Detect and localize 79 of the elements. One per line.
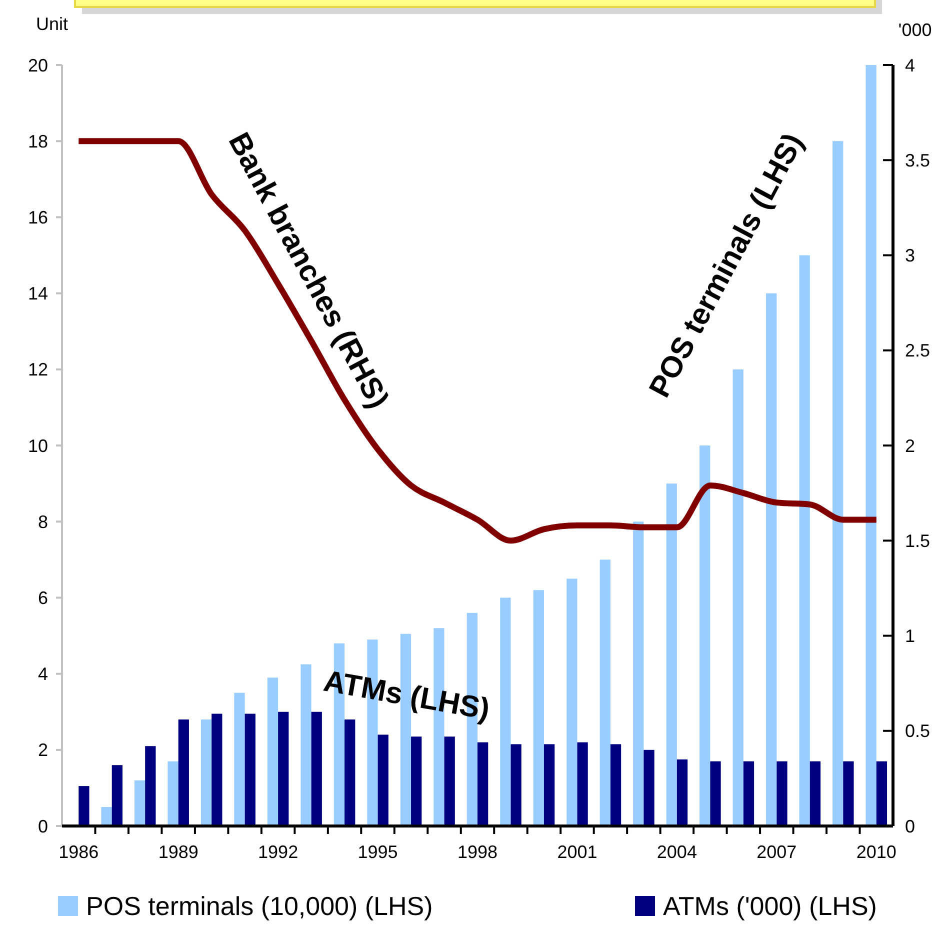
y-tick-label: 6 <box>38 588 48 608</box>
x-tick-label: 1992 <box>258 842 298 862</box>
y-axis-title: Unit <box>36 14 68 34</box>
bar <box>633 522 644 826</box>
bar <box>566 578 578 826</box>
bar <box>876 761 888 826</box>
bar <box>799 255 810 826</box>
bar <box>832 141 844 826</box>
y-tick-label: 14 <box>28 284 48 304</box>
bar <box>200 719 212 826</box>
bar <box>300 664 312 826</box>
bar <box>344 719 356 826</box>
bar <box>145 746 156 826</box>
bar <box>134 780 146 826</box>
bar <box>866 65 876 826</box>
bar <box>378 734 388 826</box>
bar <box>411 736 422 826</box>
bar <box>666 484 677 826</box>
bar <box>610 744 622 826</box>
bar <box>644 750 654 826</box>
x-tick-label: 1989 <box>158 842 198 862</box>
x-tick-label: 2010 <box>856 842 896 862</box>
bar <box>710 761 721 826</box>
y-tick-label: 18 <box>28 131 48 152</box>
bar <box>444 736 455 826</box>
bar <box>843 761 854 826</box>
y2-tick-label: 0.5 <box>905 721 930 742</box>
y2-tick-label: 1 <box>905 626 916 646</box>
bar <box>234 692 245 826</box>
y-tick-label: 10 <box>28 436 48 456</box>
y2-axis-title: '000 <box>898 20 932 40</box>
y2-tick-label: 2.5 <box>905 340 930 361</box>
bar <box>278 712 289 826</box>
x-tick-label: 1995 <box>358 842 398 862</box>
y-tick-label: 4 <box>38 664 48 684</box>
y2-tick-label: 4 <box>905 55 916 76</box>
bar <box>743 761 754 826</box>
bar <box>544 744 555 826</box>
bar <box>78 786 90 826</box>
y-tick-label: 20 <box>28 55 48 76</box>
y2-tick-label: 3 <box>905 246 916 266</box>
y2-tick-label: 3.5 <box>905 150 930 170</box>
y-tick-label: 16 <box>28 208 48 228</box>
bar <box>766 293 777 826</box>
x-tick-label: 1986 <box>58 842 99 862</box>
bar <box>478 742 488 826</box>
annotation: ATMs (LHS) <box>321 664 492 726</box>
bar <box>244 714 256 826</box>
x-tick-label: 1998 <box>457 842 498 862</box>
bar <box>577 742 588 826</box>
y-tick-label: 8 <box>38 512 48 532</box>
bar <box>400 634 412 826</box>
y-tick-label: 2 <box>38 740 48 760</box>
bar <box>212 714 222 826</box>
x-tick-label: 2007 <box>756 842 797 862</box>
bar <box>510 744 522 826</box>
bar <box>178 719 189 826</box>
bar <box>112 765 122 826</box>
x-tick-label: 2001 <box>557 842 598 862</box>
legend-label: ATMs ('000) (LHS) <box>663 891 877 921</box>
y2-tick-label: 1.5 <box>905 530 930 551</box>
y-tick-label: 0 <box>38 816 48 836</box>
bar <box>267 678 278 826</box>
bar <box>500 598 511 826</box>
y2-tick-label: 0 <box>905 816 916 836</box>
y2-tick-label: 2 <box>905 436 916 456</box>
y-tick-label: 12 <box>28 360 48 380</box>
bar <box>776 761 788 826</box>
bar <box>810 761 821 826</box>
bar <box>101 806 112 826</box>
x-tick-label: 2004 <box>656 842 697 862</box>
bar <box>676 759 688 826</box>
bar <box>533 590 544 826</box>
bar <box>168 761 178 826</box>
bar <box>732 369 744 826</box>
bar <box>700 446 710 826</box>
bar <box>311 712 322 826</box>
legend-label: POS terminals (10,000) (LHS) <box>86 891 433 921</box>
bar <box>600 560 610 826</box>
